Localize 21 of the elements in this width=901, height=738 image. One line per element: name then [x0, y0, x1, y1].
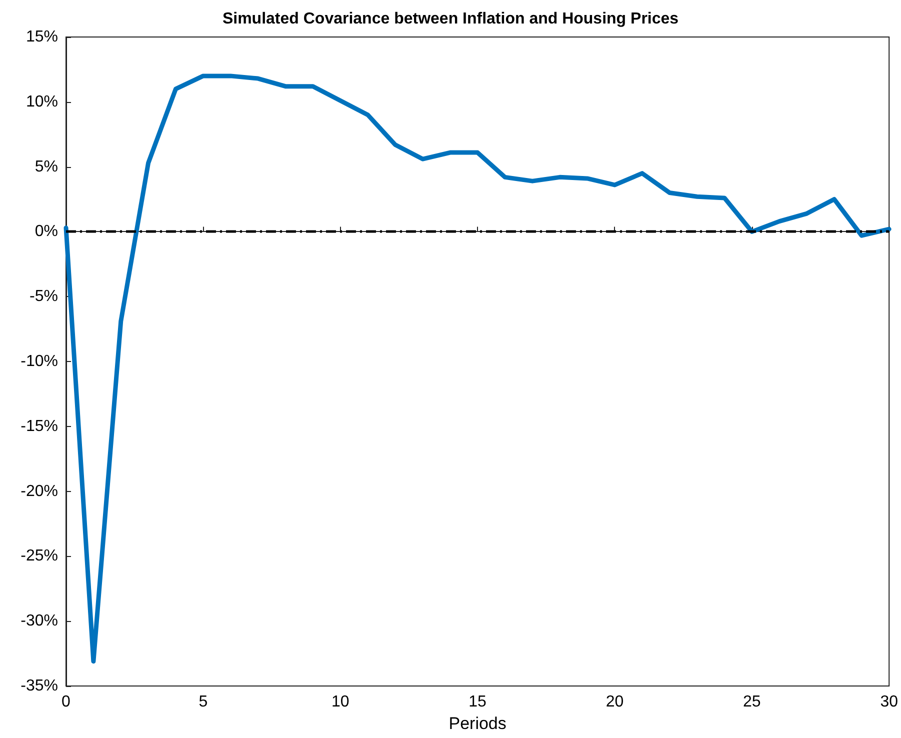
y-tick-label: -15%	[20, 418, 58, 435]
y-tick-label: 0%	[34, 223, 58, 240]
x-tick-label: 5	[198, 694, 208, 710]
x-tick-label: 15	[468, 694, 487, 710]
x-tick-label: 20	[606, 694, 624, 710]
line-series	[64, 74, 892, 664]
chart-title: Simulated Covariance between Inflation and Housing Prices	[222, 10, 679, 28]
x-tick-label: 25	[743, 694, 761, 710]
x-tick-label: 0	[62, 694, 71, 710]
y-tick-label: -35%	[20, 678, 58, 694]
y-tick-label: -10%	[20, 353, 58, 370]
y-tick-label: -20%	[20, 482, 58, 500]
y-tick-label: -30%	[20, 612, 58, 630]
y-tick-label: 5%	[34, 158, 58, 176]
y-tick-label: 15%	[26, 28, 58, 46]
y-tick-label: -25%	[20, 548, 58, 565]
x-axis-title: Periods	[448, 714, 506, 733]
y-tick-label: -5%	[30, 288, 58, 306]
x-tick-label: 30	[880, 694, 898, 710]
x-tick-label: 10	[331, 694, 350, 710]
y-tick-label: 10%	[26, 93, 58, 110]
